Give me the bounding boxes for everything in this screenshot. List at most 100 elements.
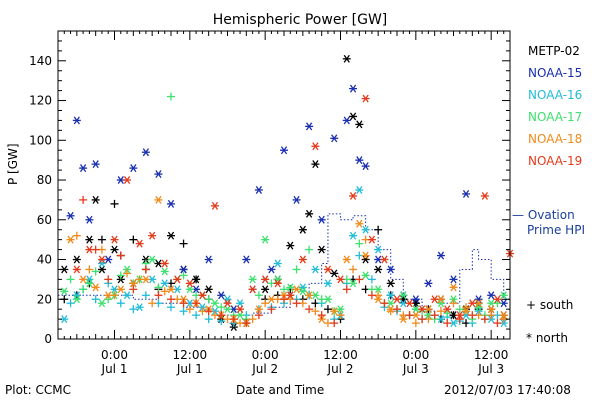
north-point [355,120,364,129]
north-point [210,299,219,308]
x-tick-label-time: 0:00 [251,348,279,362]
north-point [167,285,175,294]
north-point [386,291,395,300]
north-point [380,255,389,264]
north-point [179,265,188,274]
south-point [349,265,358,274]
north-point [455,311,464,320]
south-point [248,315,257,324]
north-point [267,265,276,274]
symbol-key-north: * north [526,331,568,345]
north-point [424,279,433,288]
north-label: north [535,331,569,345]
north-point [355,219,364,228]
south-point [280,295,288,304]
north-point [97,265,106,274]
north-point [173,275,182,284]
x-tick-label-date: Jul 2 [252,362,279,376]
legend-item-metp-02: METP-02 [528,44,580,58]
north-point [204,255,213,264]
south-point [317,311,326,320]
north-point [292,285,301,294]
north-point [443,305,452,314]
north-point [217,291,226,300]
y-tick-label: 20 [37,292,52,306]
north-point [355,156,364,165]
south-point [104,295,113,304]
north-point [154,195,163,204]
x-tick-label-time: 0:00 [101,348,128,362]
north-point [487,299,496,308]
north-point [210,201,219,210]
south-point [305,305,314,314]
south-point [405,311,414,320]
north-point [267,295,276,304]
north-point [129,279,138,288]
y-tick-label: 120 [29,94,52,108]
north-point [323,279,332,288]
north-point [72,255,81,264]
north-point [311,142,320,151]
south-point [292,299,301,308]
south-point [123,269,132,278]
north-point [236,299,245,308]
south-point [167,295,175,304]
south-point [242,319,251,328]
x-tick-label-time: 12:00 [473,348,509,362]
north-point [160,267,169,276]
north-point [97,299,106,308]
south-point [254,291,263,300]
north-point [85,235,94,244]
south-point [254,311,263,320]
north-point [72,116,81,125]
north-point [361,255,370,264]
north-point [405,299,414,308]
north-point [487,305,496,314]
north-point [223,299,232,308]
south-point [217,303,226,312]
north-point [462,307,471,316]
north-point [91,195,100,204]
south-point [323,305,332,314]
north-point [361,162,370,171]
north-point [305,122,314,131]
north-point [386,279,395,288]
north-point [374,295,383,304]
north-point [286,241,295,250]
north-point [342,255,351,264]
south-point [129,305,138,314]
north-point [123,176,132,185]
south-point [141,291,150,300]
north-point [198,291,207,300]
north-point [361,94,370,103]
legend-item-noaa-17: NOAA-17 [528,110,583,124]
north-point [66,235,75,244]
north-point [499,291,508,300]
north-point [273,275,282,284]
north-point [116,285,125,294]
north-point [298,255,307,264]
north-point [148,255,157,264]
south-point [468,311,477,320]
north-point [361,251,370,260]
north-point [236,311,245,320]
x-axis-label: Date and Time [236,383,325,397]
x-tick-label-date: Jul 3 [478,362,505,376]
north-point [468,299,477,308]
north-point [85,245,94,254]
north-point [110,235,119,244]
north-point [72,295,81,304]
south-point [66,299,75,308]
north-point [342,116,351,125]
north-point [499,311,508,320]
north-point [261,275,270,284]
north-point [317,215,326,224]
south-point [116,271,125,280]
chart-title: Hemispheric Power [GW] [212,12,388,28]
north-point [154,170,163,179]
north-point [323,265,332,274]
north-point [261,285,270,294]
north-point [374,265,383,274]
north-point [254,185,263,194]
south-point [374,225,383,234]
